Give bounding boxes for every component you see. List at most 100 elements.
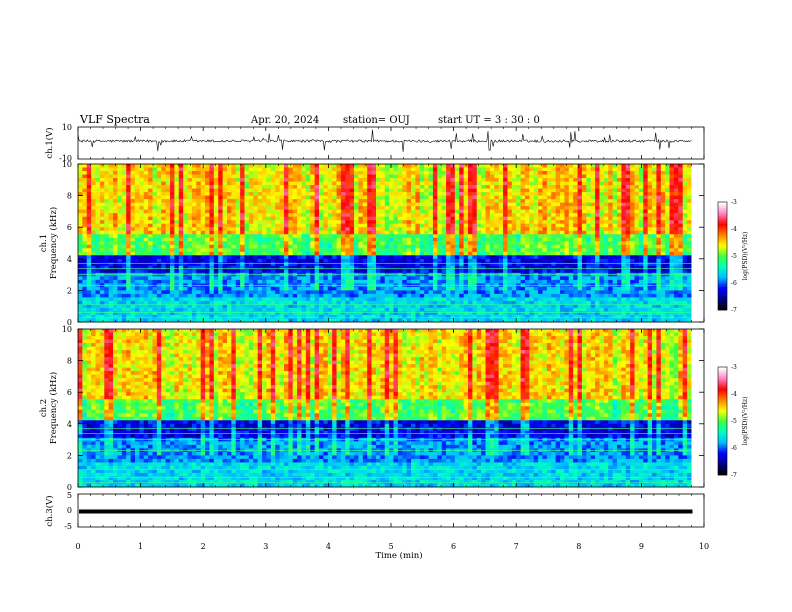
spectrogram-cell <box>476 265 482 270</box>
spectrogram-cell <box>205 209 210 214</box>
spectrogram-cell <box>415 262 421 267</box>
spectrogram-cell <box>196 199 202 204</box>
spectrogram-cell <box>156 234 162 239</box>
spectrogram-cell <box>463 227 469 232</box>
spectrogram-cell <box>323 293 329 298</box>
spectrogram-cell <box>314 258 320 263</box>
spectrogram-cell <box>139 178 145 182</box>
spectrogram-cell <box>371 307 377 312</box>
spectrogram-cell <box>498 262 504 267</box>
spectrogram-cell <box>340 195 346 200</box>
spectrogram-cell <box>187 234 193 239</box>
spectrogram-cell <box>472 286 478 291</box>
spectrogram-cell <box>288 181 294 186</box>
spectrogram-cell <box>275 276 280 281</box>
spectrogram-cell <box>380 164 386 168</box>
spectrogram-cell <box>375 192 381 196</box>
spectrogram-cell <box>121 307 127 312</box>
spectrogram-cell <box>244 164 250 168</box>
spectrogram-cell <box>375 286 381 291</box>
spectrogram-cell <box>86 318 92 323</box>
spectrogram-cell <box>152 185 158 189</box>
spectrogram-cell <box>143 202 149 207</box>
spectrogram-cell <box>130 297 136 302</box>
spectrogram-cell <box>270 300 276 305</box>
spectrogram-cell <box>253 248 259 253</box>
spectrogram-cell <box>222 318 228 323</box>
spectrogram-cell <box>301 244 307 249</box>
spectrogram-cell <box>174 237 180 242</box>
spectrogram-cell <box>367 202 372 207</box>
spectrogram-cell <box>310 318 316 323</box>
spectrogram-cell <box>270 185 276 189</box>
spectrogram-cell <box>450 188 456 193</box>
spectrogram-cell <box>301 293 307 298</box>
spectrogram-cell <box>345 248 351 253</box>
spectrogram-cell <box>432 293 438 298</box>
spectrogram-cell <box>99 237 105 242</box>
spectrogram-cell <box>367 283 372 288</box>
spectrogram-cell <box>367 195 372 200</box>
spectrogram-cell <box>358 297 364 302</box>
spectrogram-cell <box>279 262 285 267</box>
spectrogram-cell <box>196 234 202 239</box>
spectrogram-cell <box>126 307 131 312</box>
spectrogram-cell <box>95 314 101 319</box>
spectrogram-cell <box>226 304 232 309</box>
spectrogram-cell <box>375 220 381 225</box>
spectrogram-cell <box>516 300 521 305</box>
spectrogram-cell <box>459 227 465 232</box>
spectrogram-cell <box>415 216 421 221</box>
spectrogram-cell <box>384 181 390 186</box>
spectrogram-cell <box>297 171 302 175</box>
spectrogram-cell <box>130 227 136 232</box>
spectrogram-cell <box>428 209 434 214</box>
spectrogram-cell <box>362 199 368 204</box>
spectrogram-cell <box>432 304 438 309</box>
spectrogram-cell <box>196 293 202 298</box>
spectrogram-cell <box>533 209 539 214</box>
spectrogram-cell <box>235 279 241 284</box>
spectrogram-cell <box>468 234 473 239</box>
spectrogram-cell <box>82 164 88 168</box>
spectrogram-cell <box>424 255 429 260</box>
spectrogram-cell <box>117 206 123 211</box>
spectrogram-cell <box>257 223 263 228</box>
spectrogram-cell <box>354 311 359 316</box>
spectrogram-cell <box>441 269 447 274</box>
spectrogram-cell <box>533 290 539 295</box>
spectrogram-cell <box>253 318 259 323</box>
spectrogram-cell <box>402 209 408 214</box>
spectrogram-cell <box>262 213 267 218</box>
spectrogram-cell <box>205 227 210 232</box>
spectrogram-cell <box>345 251 351 256</box>
spectrogram-cell <box>472 199 478 204</box>
spectrogram-cell <box>275 181 280 186</box>
spectrogram-cell <box>463 307 469 312</box>
spectrogram-cell <box>459 293 465 298</box>
spectrogram-cell <box>148 251 153 256</box>
spectrogram-cell <box>516 241 521 246</box>
spectrogram-cell <box>327 199 333 204</box>
spectrogram-cell <box>205 262 210 267</box>
spectrogram-cell <box>511 262 517 267</box>
spectrogram-cell <box>428 174 434 179</box>
spectrogram-cell <box>507 220 513 225</box>
spectrogram-cell <box>130 311 136 316</box>
spectrogram-cell <box>283 251 289 256</box>
spectrogram-cell <box>240 171 245 175</box>
spectrogram-cell <box>95 297 101 302</box>
spectrogram-cell <box>174 230 180 235</box>
spectrogram-cell <box>468 244 473 249</box>
spectrogram-cell <box>314 307 320 312</box>
spectrogram-cell <box>113 206 118 211</box>
spectrogram-cell <box>130 279 136 284</box>
spectrogram-cell <box>349 293 355 298</box>
spectrogram-cell <box>319 199 324 204</box>
spectrogram-cell <box>424 251 429 256</box>
spectrogram-cell <box>437 248 443 253</box>
spectrogram-cell <box>240 230 245 235</box>
spectrogram-cell <box>468 255 473 260</box>
spectrogram-cell <box>450 195 456 200</box>
spectrogram-cell <box>301 206 307 211</box>
